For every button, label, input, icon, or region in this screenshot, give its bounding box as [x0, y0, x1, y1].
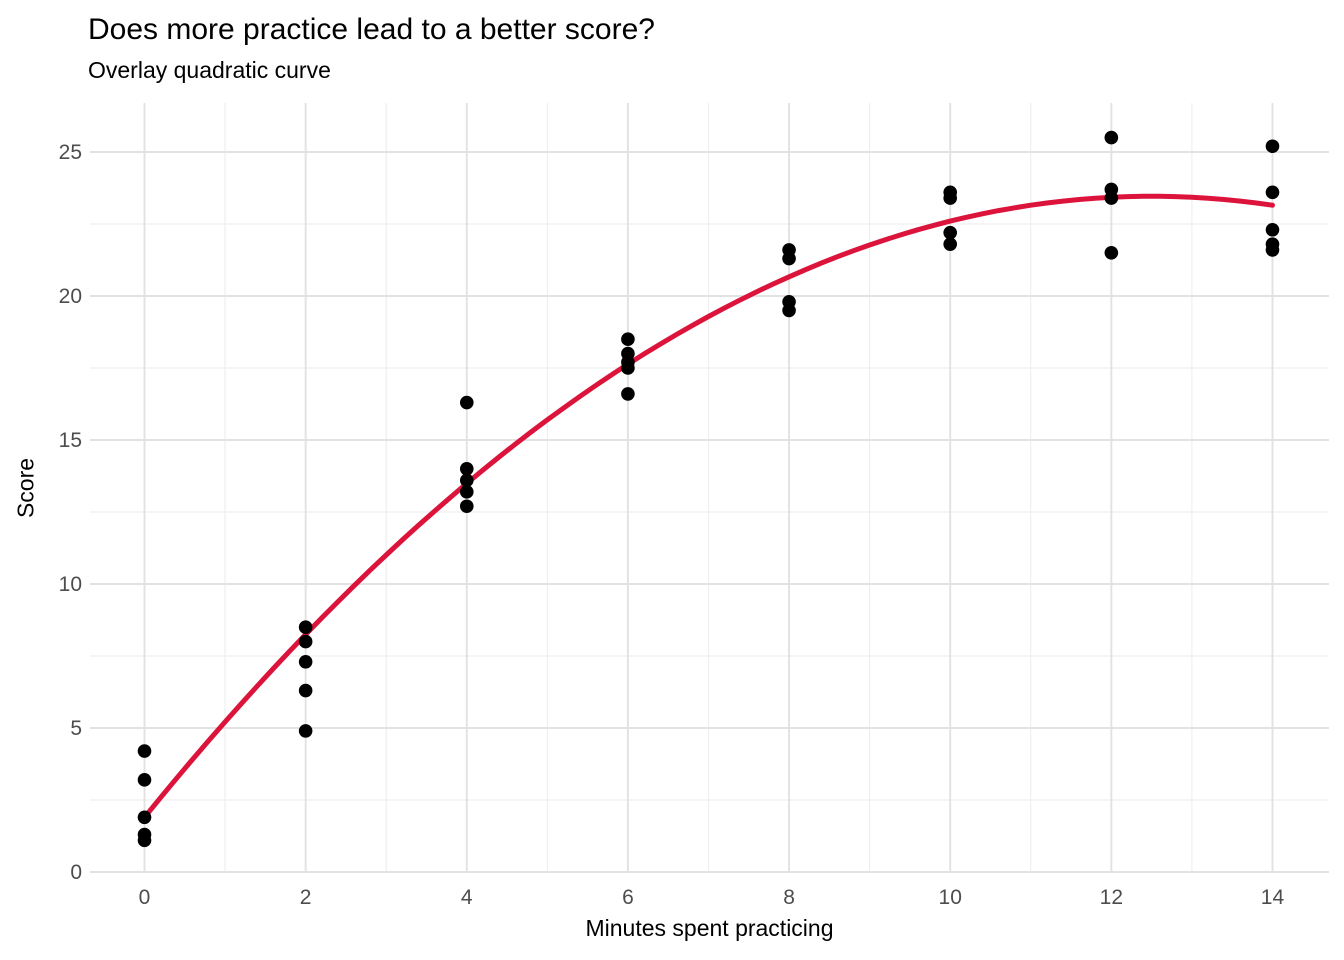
data-point: [298, 634, 313, 649]
x-tick-label: 12: [1100, 886, 1123, 909]
data-point: [459, 395, 474, 410]
data-point: [298, 620, 313, 634]
data-point: [621, 332, 635, 347]
data-point: [1104, 130, 1119, 145]
y-tick-label: 20: [59, 285, 82, 308]
quadratic-curve: [142, 193, 1275, 820]
data-point: [459, 462, 474, 476]
y-tick-label: 25: [59, 141, 82, 164]
y-tick-label: 5: [70, 717, 82, 740]
y-tick-label: 15: [59, 429, 82, 452]
data-point: [782, 251, 796, 266]
data-point: [782, 303, 796, 318]
y-axis-title: Score: [12, 457, 39, 519]
x-tick-label: 14: [1261, 886, 1285, 909]
x-tick-label: 4: [461, 886, 473, 909]
data-point: [137, 833, 152, 848]
y-tick-label: 10: [59, 573, 82, 596]
data-point: [1265, 222, 1280, 237]
data-point: [1265, 139, 1280, 154]
x-tick-label: 6: [622, 886, 634, 909]
x-tick-label: 8: [783, 886, 795, 909]
chart-subtitle: Overlay quadratic curve: [88, 57, 331, 83]
data-point: [298, 724, 313, 738]
data-point: [943, 191, 957, 205]
data-point: [621, 361, 635, 375]
data-point: [1104, 246, 1119, 260]
data-point: [137, 810, 152, 825]
y-tick-label: 0: [70, 861, 82, 884]
data-point: [621, 387, 635, 401]
data-point: [1265, 243, 1280, 257]
data-point: [298, 654, 313, 669]
data-point: [137, 744, 152, 758]
data-point: [459, 485, 474, 499]
x-axis-title: Minutes spent practicing: [585, 915, 834, 941]
x-tick-label: 0: [139, 886, 151, 909]
chart-title: Does more practice lead to a better scor…: [88, 13, 655, 46]
data-point: [459, 473, 474, 488]
data-point: [943, 237, 957, 251]
data-point: [137, 773, 152, 787]
data-point: [943, 225, 957, 240]
data-point: [1104, 191, 1119, 205]
x-tick-label: 10: [939, 886, 962, 909]
data-point: [298, 683, 313, 698]
data-point: [1265, 185, 1280, 200]
data-point: [459, 499, 474, 514]
x-tick-label: 2: [300, 886, 312, 909]
